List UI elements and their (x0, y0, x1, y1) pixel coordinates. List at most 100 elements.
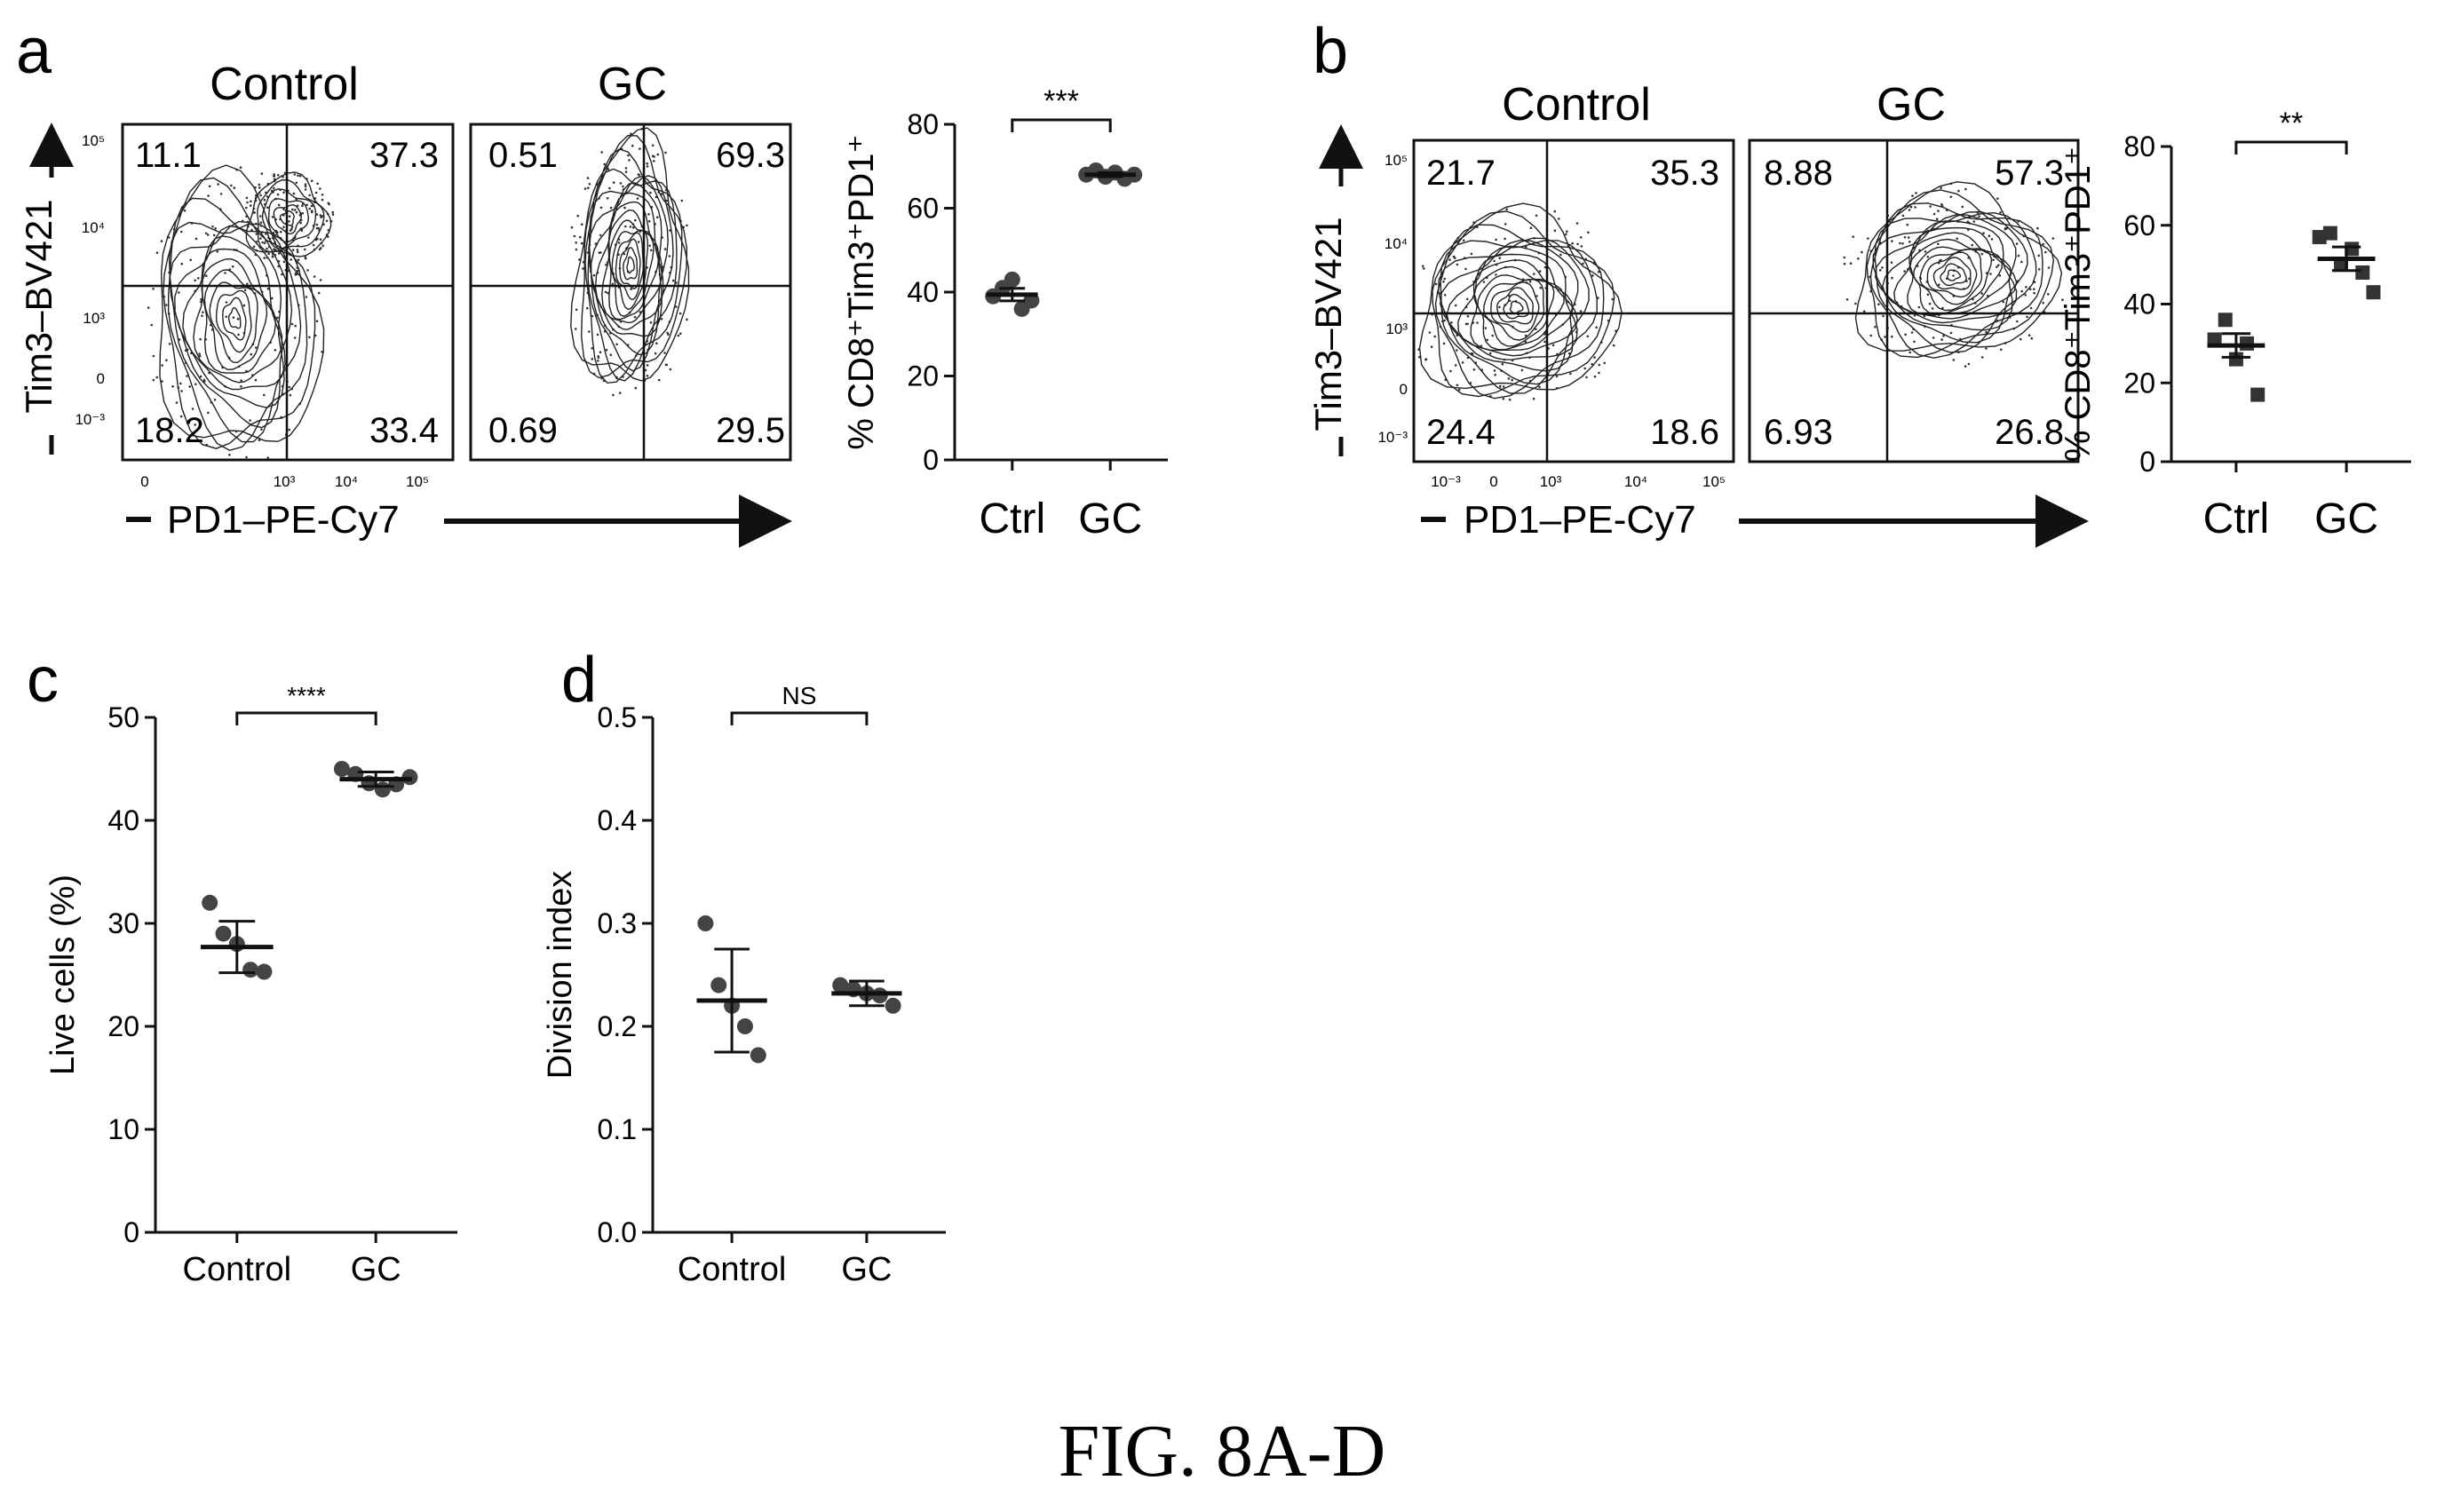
event-dot (1957, 189, 1960, 193)
event-dot (1935, 218, 1939, 220)
event-dot (1454, 364, 1457, 367)
event-dot (1908, 351, 1911, 354)
contour-line (1932, 257, 1972, 290)
event-dot (686, 224, 688, 227)
contour-line (1946, 269, 1962, 281)
event-dot (1504, 223, 1507, 226)
event-dot (213, 399, 217, 401)
event-dot (240, 379, 242, 382)
event-dot (1999, 211, 2002, 214)
flow-b-xtick: 10³ (1540, 473, 1562, 490)
flow-b-control-lr: 18.6 (1650, 413, 1719, 452)
event-dot (198, 354, 202, 358)
event-dot (653, 160, 655, 162)
event-dot (291, 208, 294, 211)
data-point (333, 761, 350, 777)
y-tick-label: 40 (907, 276, 939, 308)
data-point (242, 962, 259, 978)
event-dot (596, 333, 599, 336)
event-dot (1551, 344, 1555, 347)
event-dot (304, 188, 307, 191)
contour-line (1907, 232, 2012, 316)
contour-line (279, 210, 295, 226)
y-tick-label: 0.2 (598, 1010, 637, 1042)
flow-a-xtick: 10⁴ (335, 473, 358, 490)
event-dot (214, 226, 217, 230)
event-dot (1598, 371, 1600, 375)
event-dot (282, 226, 285, 229)
event-dot (615, 343, 618, 346)
event-dot (274, 249, 277, 251)
event-dot (1611, 297, 1615, 301)
event-dot (263, 257, 266, 259)
event-dot (1964, 365, 1967, 368)
event-dot (1861, 250, 1863, 254)
event-dot (1929, 205, 1932, 208)
y-tick-label: 60 (2123, 210, 2155, 241)
event-dot (1980, 292, 1983, 295)
event-dot (599, 234, 602, 237)
event-dot (1535, 328, 1537, 331)
event-dot (258, 183, 261, 186)
event-dot (276, 193, 280, 196)
contour-line (203, 269, 268, 371)
event-dot (623, 252, 626, 256)
event-dot (2016, 320, 2019, 323)
event-dot (609, 206, 613, 210)
event-dot (1949, 331, 1953, 335)
event-dot (233, 186, 236, 189)
event-dot (296, 250, 299, 254)
event-dot (242, 304, 246, 307)
category-label: GC (1078, 495, 1142, 542)
data-point (2366, 285, 2381, 300)
event-dot (1923, 314, 1926, 318)
event-dot (573, 234, 576, 238)
event-dot (576, 214, 579, 218)
flow-panel-a: Tim3–BV421 PD1–PE-Cy7 10⁵ 10⁴ 10³ 0 10⁻³… (18, 59, 792, 548)
event-dot (255, 346, 258, 349)
event-dot (624, 170, 628, 173)
event-dot (1882, 314, 1885, 318)
event-dot (265, 233, 267, 235)
event-dot (1603, 361, 1606, 365)
scatter-chart-c: 0 10 20 30 40 50 Live cells (%) Control GC **** (44, 682, 457, 1288)
event-dot (1985, 347, 1988, 350)
flow-b-control-ur: 35.3 (1650, 154, 1719, 193)
event-dot (627, 154, 630, 157)
event-dot (1591, 362, 1593, 366)
event-dot (581, 223, 583, 226)
event-dot (1456, 263, 1459, 266)
event-dot (331, 210, 335, 214)
event-dot (293, 173, 297, 176)
event-dot (280, 230, 282, 234)
event-dot (650, 249, 653, 252)
event-dot (2020, 260, 2023, 264)
event-dot (598, 251, 601, 255)
event-dot (273, 186, 275, 190)
event-dot (152, 288, 155, 290)
event-dot (2061, 298, 2064, 302)
event-dot (2047, 293, 2050, 296)
event-dot (2037, 268, 2041, 271)
event-dot (1911, 194, 1914, 197)
data-point (832, 977, 849, 993)
contour-line (215, 289, 252, 353)
y-tick-label: 0 (2139, 446, 2155, 478)
event-dot (646, 364, 649, 367)
event-dot (207, 234, 210, 236)
event-dot (1465, 297, 1469, 301)
contour-line (267, 198, 310, 243)
event-dot (630, 288, 632, 290)
event-dot (191, 408, 194, 410)
event-dot (232, 316, 235, 319)
event-dot (239, 166, 242, 169)
flow-a-ytick: 10³ (83, 310, 105, 327)
scatter-chart-a: 0 20 40 60 80 % CD8⁺Tim3⁺PD1⁺ Ctrl GC *** (842, 84, 1168, 542)
event-dot (664, 151, 667, 154)
event-dot (2033, 291, 2035, 295)
event-dot (1890, 261, 1893, 265)
event-dot (583, 187, 587, 190)
contour-line (1893, 226, 2018, 320)
contour-line (1869, 202, 2043, 359)
event-dot (1543, 333, 1546, 336)
